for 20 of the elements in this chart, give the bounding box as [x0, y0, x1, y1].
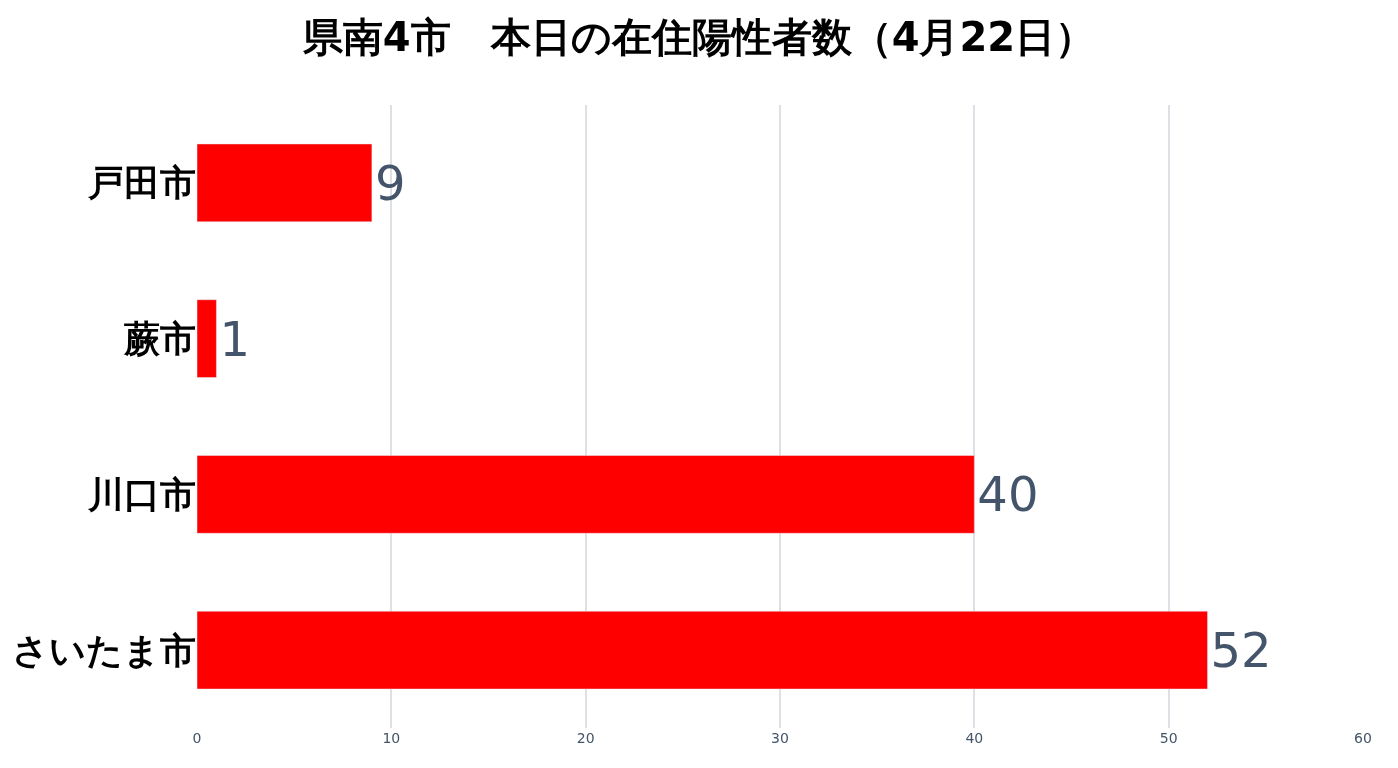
data-label: 40 — [977, 466, 1039, 523]
x-tick-label: 30 — [771, 730, 789, 746]
y-tick-label: 蕨市 — [123, 318, 196, 360]
bar — [197, 610, 1208, 690]
x-tick-label: 0 — [192, 730, 202, 746]
x-tick-label: 20 — [576, 730, 595, 746]
y-tick-label: さいたま市 — [12, 629, 196, 671]
data-label: 1 — [219, 310, 250, 367]
y-tick-label: 川口市 — [87, 473, 196, 515]
x-tick-label: 10 — [382, 730, 401, 746]
data-label: 9 — [374, 154, 406, 211]
bar — [197, 143, 373, 223]
chart-title: 県南4市 本日の在住陽性者数（4月22日） — [301, 14, 1096, 61]
x-tick-label: 60 — [1354, 730, 1372, 746]
bar — [197, 299, 217, 378]
x-tick-label: 50 — [1159, 730, 1178, 746]
data-label: 52 — [1210, 622, 1272, 679]
x-tick-label: 40 — [965, 730, 984, 746]
bar — [197, 455, 975, 534]
y-tick-label: 戸田市 — [87, 162, 196, 204]
